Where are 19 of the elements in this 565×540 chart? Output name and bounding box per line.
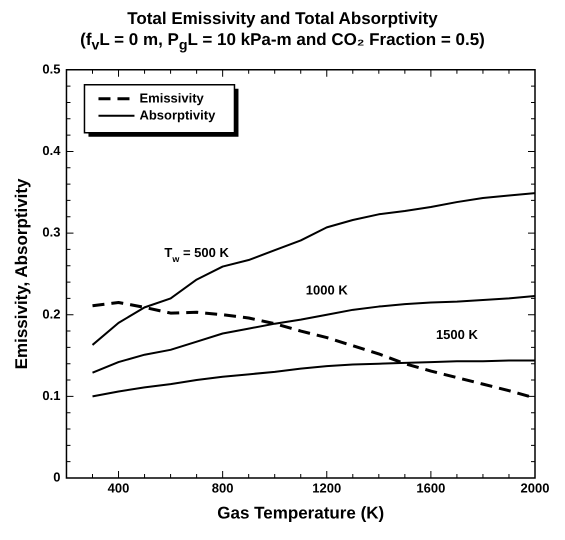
y-axis-title: Emissivity, Absorptivity xyxy=(12,178,31,370)
legend-label: Emissivity xyxy=(139,90,205,106)
x-axis-title: Gas Temperature (K) xyxy=(217,504,384,523)
legend-label: Absorptivity xyxy=(139,108,216,123)
y-tick-label: 0 xyxy=(53,470,60,485)
x-tick-label: 1200 xyxy=(312,480,342,496)
chart-title: Total Emissivity and Total Absorptivity xyxy=(126,8,439,29)
chart-subtitle: (f$_{v}$L = 0 m, P$_{g}$L = 10 kPa-m and CO₂ Fraction = 0.5) xyxy=(79,29,486,56)
y-tick-label: 0.4 xyxy=(42,143,62,158)
y-tick-label: 0.5 xyxy=(42,62,60,77)
x-tick-label: 2000 xyxy=(520,480,550,496)
y-tick-label: 0.1 xyxy=(42,388,60,404)
annotation: 1000 K xyxy=(306,282,348,298)
y-tick-label: 0.3 xyxy=(42,225,60,240)
x-tick-label: 1600 xyxy=(416,480,446,496)
annotation: 1500 K xyxy=(436,327,478,342)
y-tick-label: 0.2 xyxy=(42,306,60,322)
x-tick-label: 800 xyxy=(212,480,234,496)
x-tick-label: 400 xyxy=(108,480,130,496)
